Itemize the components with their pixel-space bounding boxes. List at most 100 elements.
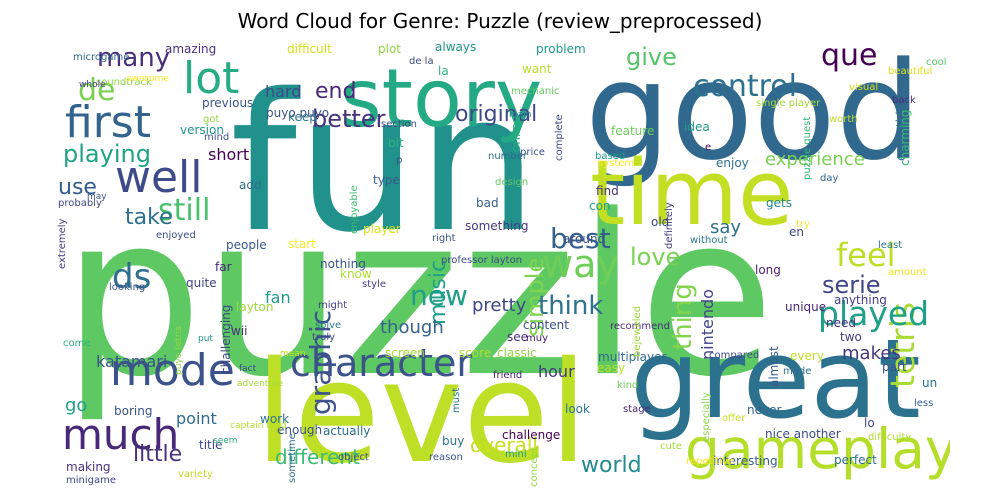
word-mind: mind (204, 132, 230, 143)
word-day: day (820, 173, 839, 184)
word-worth: worth (829, 114, 858, 125)
word-two: two (840, 330, 862, 344)
word-repetitive: repetitive (686, 456, 735, 467)
word-hard: hard (265, 82, 302, 101)
word-better: better (312, 105, 386, 133)
word-unique: unique (785, 300, 827, 314)
word-price: price (520, 147, 545, 158)
word-buy: buy (442, 434, 465, 448)
word-single-player: single player (756, 98, 821, 109)
word-must: must (451, 387, 462, 413)
word-look: look (565, 402, 590, 416)
word-something: something (465, 219, 529, 233)
word-anything: anything (834, 293, 887, 307)
word-soundtrack: soundtrack (96, 77, 152, 88)
word-captain-toad: captain toad (230, 421, 287, 431)
word-making: making (66, 460, 111, 474)
word-kind: kind (617, 380, 639, 391)
word-people: people (226, 238, 267, 252)
word-especially: especially (701, 392, 712, 442)
word-many: many (97, 43, 171, 73)
word-fan: fan (265, 288, 291, 307)
word-adventure: adventure (237, 379, 284, 389)
word-professor-layton: professor layton (441, 255, 523, 266)
word-solve: solve (315, 320, 342, 331)
word-gets: gets (766, 196, 792, 210)
word-katamari: katamari (96, 352, 168, 371)
word-complete: complete (554, 114, 565, 161)
word-overall: overall (470, 433, 538, 457)
word-idea: idea (684, 120, 710, 134)
word-puyo-puyo: puyo puyo (266, 106, 330, 120)
word-control: control (693, 69, 797, 104)
word-add: add (239, 178, 262, 192)
word-find: find (596, 184, 619, 198)
word-screen: screen (385, 346, 425, 360)
word-difficult: difficult (287, 42, 332, 56)
word-object: object (338, 452, 369, 463)
word-good: good (585, 39, 922, 190)
word-player: player (363, 222, 401, 236)
word-different: different (275, 445, 360, 469)
word-puzzle: puzzle (62, 168, 775, 426)
word-challenge: challenge (502, 428, 561, 442)
word-puzzle-quest: puzzle quest (802, 116, 813, 180)
word-long: long (755, 263, 781, 277)
word-type: type (373, 173, 400, 187)
word-want: want (522, 62, 552, 76)
word-nothing: nothing (320, 257, 366, 271)
word-much: much (62, 410, 180, 459)
word-love: love (630, 243, 681, 271)
word-muy: muy (526, 333, 548, 344)
word-bit: bit (388, 136, 404, 150)
word-though: though (380, 317, 444, 338)
word-cloud: puzzle fun good level great time story gameplay… (50, 39, 950, 489)
word-definitely: definitely (664, 202, 675, 249)
chart-title: Word Cloud for Genre: Puzzle (review_pre… (237, 9, 763, 33)
word-part: part (882, 360, 907, 374)
word-start: start (288, 237, 316, 251)
word-p: p (396, 155, 403, 166)
word-least: least (878, 240, 903, 251)
word-feature: feature (611, 124, 655, 138)
word-de: de (78, 73, 116, 108)
word-probably: probably (58, 198, 102, 209)
word-music: music (426, 259, 451, 325)
word-hour: hour (538, 362, 575, 381)
word-end: end (315, 79, 357, 104)
word-got: got (203, 114, 220, 125)
word-bad: bad (476, 196, 499, 210)
word-previous: previous (202, 96, 254, 110)
word-might: might (318, 300, 348, 311)
word-variety: variety (178, 469, 213, 480)
word-puyo-tetris: puyo tetris (174, 326, 184, 376)
word-right: right (432, 233, 456, 244)
word-keep: keep (288, 110, 317, 124)
word-enjoyable: enjoyable (349, 184, 360, 234)
word-main: main (509, 110, 532, 120)
word-amount: amount (888, 267, 927, 278)
word-interesting: interesting (713, 454, 778, 468)
word-de-la: de la (409, 56, 434, 67)
word-amazing: amazing (165, 42, 217, 56)
word-put: put (198, 334, 213, 344)
word-made: made (783, 366, 812, 377)
word-feel: feel (836, 236, 896, 274)
word-far: far (215, 260, 232, 274)
word-que: que (821, 39, 878, 73)
word-design: design (495, 177, 529, 188)
word-compared: compared (709, 350, 760, 361)
word-fact: fact (239, 364, 257, 374)
word-best: best (550, 222, 611, 255)
word-e: e (705, 142, 712, 153)
word-problem: problem (536, 42, 586, 56)
word-classic: classic (497, 346, 537, 360)
word-never: never (747, 403, 782, 417)
word-say: say (710, 217, 742, 238)
word-nice-another: nice another (765, 427, 841, 441)
word-point: point (176, 409, 217, 428)
word-experience: experience (765, 149, 865, 170)
word-quite: quite (186, 276, 217, 290)
word-every: every (790, 349, 824, 363)
word-cool: cool (926, 57, 947, 68)
